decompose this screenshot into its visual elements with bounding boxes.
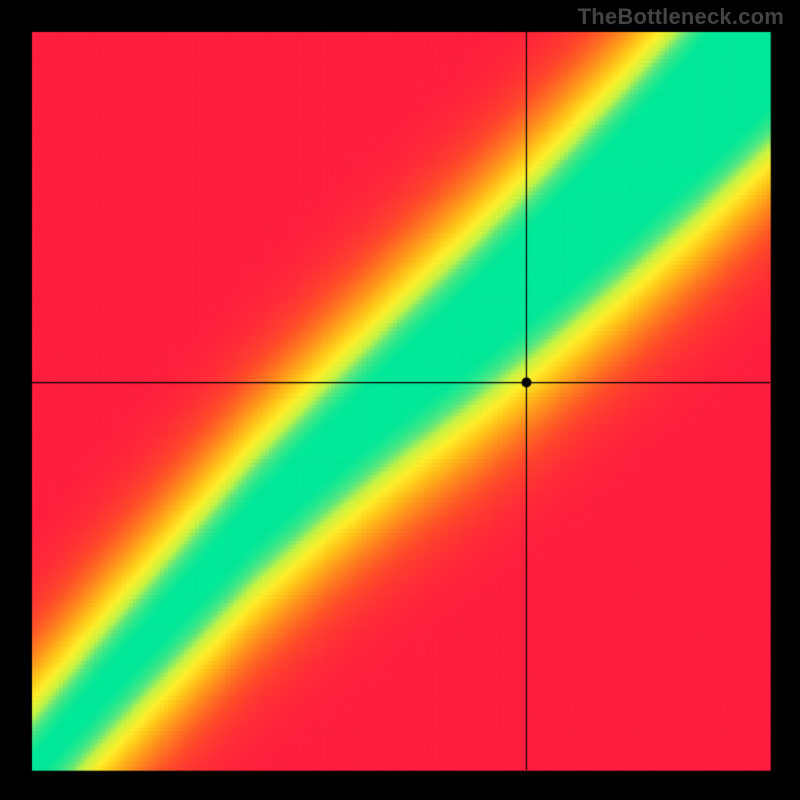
bottleneck-heatmap [0, 0, 800, 800]
chart-container: TheBottleneck.com [0, 0, 800, 800]
watermark-text: TheBottleneck.com [578, 4, 784, 30]
